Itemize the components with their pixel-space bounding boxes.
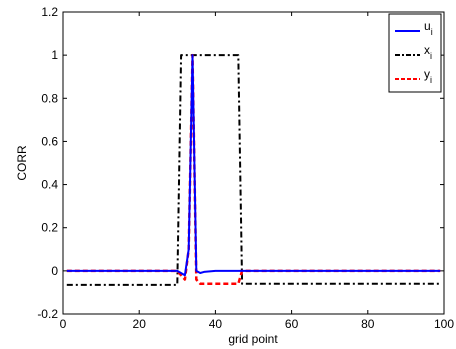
y-tick-label: 0.4 (41, 178, 58, 192)
y-tick-label: 1 (51, 48, 58, 62)
y-tick-label: 1.2 (41, 5, 58, 19)
y-tick-label: 0.6 (41, 134, 58, 148)
x-tick-label: 20 (133, 317, 147, 331)
y-tick-label: -0.2 (37, 307, 58, 321)
legend-box (388, 13, 442, 93)
x-axis: 0 20 40 60 80 100 (60, 12, 454, 331)
legend-label-subscript: i (430, 51, 432, 61)
legend-label-name: x (424, 43, 430, 57)
x-tick-label: 80 (361, 317, 375, 331)
legend-label-subscript: i (430, 75, 432, 85)
x-tick-label: 60 (285, 317, 299, 331)
legend-label-y: yi (424, 67, 432, 85)
legend-label-subscript: i (431, 27, 433, 37)
x-tick-label: 100 (434, 317, 454, 331)
plot-area (62, 11, 445, 315)
legend-label-name: u (424, 19, 431, 33)
series-line-u (66, 54, 441, 277)
legend-label-x: xi (424, 43, 432, 61)
y-axis-label: CORR (15, 145, 29, 181)
series-layer (66, 53, 441, 286)
legend-label-name: y (424, 67, 430, 81)
series-line-y (66, 53, 441, 286)
y-tick-label: 0.8 (41, 91, 58, 105)
y-axis: -0.2 0 0.2 0.4 0.6 0.8 1 1.2 (37, 5, 444, 321)
y-tick-label: 0 (51, 264, 58, 278)
y-tick-label: 0.2 (41, 221, 58, 235)
x-tick-label: 40 (209, 317, 223, 331)
legend-label-u: ui (424, 19, 433, 37)
x-tick-label: 0 (60, 317, 67, 331)
x-axis-label: grid point (228, 332, 278, 346)
series-line-x (66, 54, 441, 286)
